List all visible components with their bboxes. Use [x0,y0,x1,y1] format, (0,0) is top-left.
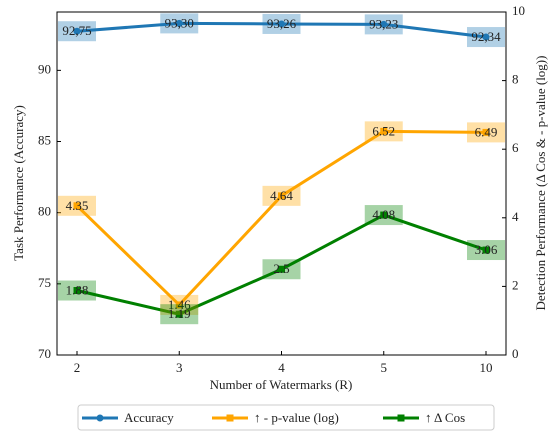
marker [482,33,490,41]
y2-tick-label: 6 [512,140,519,155]
legend-marker [397,414,405,422]
y-tick-label: 90 [38,61,51,76]
x-axis-label: Number of Watermarks (R) [210,377,353,392]
label-box [262,259,301,280]
data-label: 1.46 [168,297,191,312]
label-box [58,21,96,42]
x-tick-label: 10 [480,360,493,375]
label-box [262,185,301,206]
label-box [262,13,301,34]
label-box [467,122,505,143]
data-label: 4.08 [372,207,395,222]
data-label: 4.64 [270,188,293,203]
marker [278,20,285,28]
data-label: 3.06 [475,242,498,257]
data-label: 6.52 [372,123,395,138]
marker [73,27,81,35]
marker [175,301,183,309]
label-box [160,304,199,325]
data-label: 1.19 [168,306,191,321]
y-tick-label: 75 [38,275,51,290]
legend-marker [226,414,234,422]
label-box [160,294,199,315]
legend-marker [96,414,104,422]
legend-box [77,404,495,431]
label-box [467,240,505,261]
marker [380,211,388,219]
data-label: 92,75 [62,23,91,38]
data-label: 4.35 [66,198,89,213]
legend-label: ↑ - p-value (log) [254,410,339,425]
y-tick-label: 80 [38,204,51,219]
label-box [364,121,403,142]
label-box [364,205,403,226]
x-tick-label: 3 [176,360,183,375]
label-box [58,280,96,301]
marker [175,310,183,318]
data-label: 93,26 [267,16,297,31]
data-label: 93,23 [369,16,398,31]
data-label: 2.5 [273,261,289,276]
data-label: 92,34 [471,29,501,44]
label-box [160,13,199,34]
y2-axis-label: Detection Performance (Δ Cos & - p-value… [533,56,548,311]
y2-tick-label: 8 [512,72,519,87]
label-box [364,14,403,35]
y2-tick-label: 10 [512,3,525,18]
x-tick-label: 5 [381,360,388,375]
plot-frame [56,11,507,356]
y-tick-label: 85 [38,132,51,147]
marker [73,287,81,295]
marker [482,246,490,254]
marker [482,128,490,136]
x-tick-label: 2 [74,360,81,375]
y-axis-label: Task Performance (Accuracy) [11,105,26,261]
y-tick-label: 70 [38,346,51,361]
y2-tick-label: 2 [512,277,519,292]
x-tick-label: 4 [278,360,285,375]
marker [278,192,285,200]
label-box [58,195,96,216]
data-label: 6.49 [475,124,498,139]
marker [380,20,388,28]
y2-tick-label: 4 [512,209,519,224]
legend-label: Accuracy [124,410,174,425]
marker [175,19,183,27]
y2-tick-label: 0 [512,346,519,361]
label-box [467,27,505,48]
data-label: 93,30 [165,15,194,30]
marker [278,265,285,273]
legend-label: ↑ Δ Cos [425,410,465,425]
data-label: 1.88 [66,283,89,298]
marker [380,127,388,135]
marker [73,202,81,210]
